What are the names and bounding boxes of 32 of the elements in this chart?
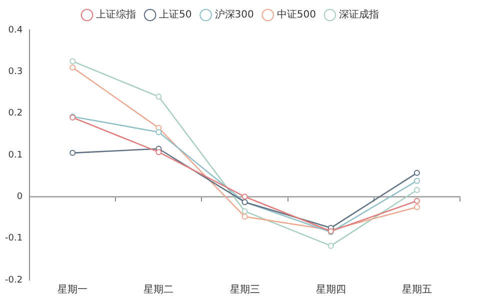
legend-label: 深证成指 <box>338 8 379 21</box>
y-tick-label: 0.1 <box>8 150 23 160</box>
point <box>242 194 248 200</box>
point <box>70 64 76 70</box>
point <box>70 58 76 64</box>
x-tick-label: 星期三 <box>230 284 260 296</box>
x-tick-label: 星期二 <box>144 284 174 296</box>
point <box>156 149 162 156</box>
y-tick-label: 0.4 <box>8 25 23 36</box>
x-tick-label: 星期五 <box>402 284 432 296</box>
point <box>414 170 420 176</box>
x-tick-label: 星期四 <box>316 284 346 296</box>
y-tick-label: 0.3 <box>8 67 23 78</box>
point <box>414 178 420 184</box>
legend-label: 上证综指 <box>96 8 136 21</box>
y-tick-label: 0.2 <box>8 108 23 119</box>
legend-label: 上证50 <box>159 8 192 21</box>
point <box>156 129 162 136</box>
point <box>70 150 76 156</box>
point <box>242 208 248 214</box>
legend-label: 沪深300 <box>214 8 254 21</box>
point <box>414 187 420 193</box>
point <box>328 242 334 249</box>
point <box>414 204 420 210</box>
y-tick-label: -0.1 <box>5 234 23 244</box>
point <box>156 94 162 100</box>
y-tick-label: 0 <box>16 192 23 202</box>
legend-label: 中证500 <box>276 8 316 21</box>
point <box>242 214 248 220</box>
x-tick-label: 星期一 <box>58 284 88 296</box>
point <box>414 198 420 204</box>
y-tick-label: -0.2 <box>5 275 23 286</box>
